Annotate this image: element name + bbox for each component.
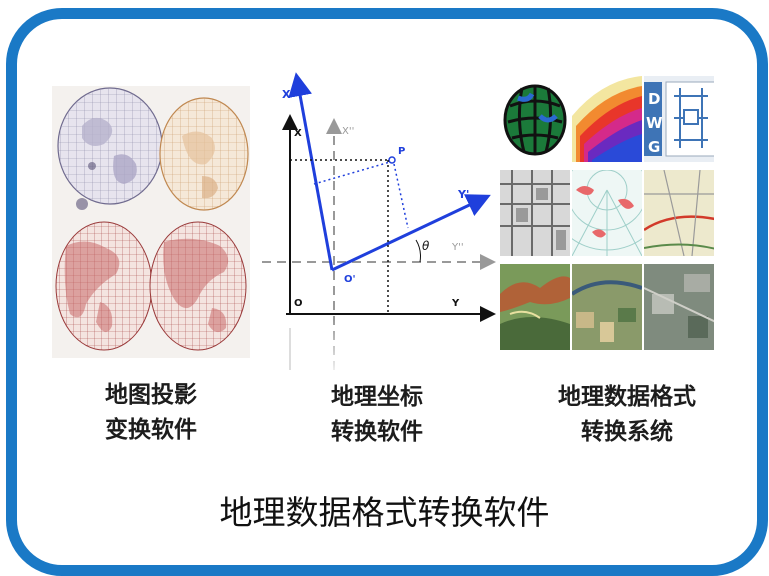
coordinate-diagram: X' X X'' P Y' θ Y'' O' O Y	[262, 70, 498, 380]
format-caption-line2: 转换系统	[581, 419, 673, 445]
dwg-file-icon: D W G	[644, 76, 714, 162]
map-projection-caption: 地图投影 变换软件	[56, 378, 246, 448]
dwg-w-letter: W	[646, 114, 663, 132]
p-label: P	[398, 146, 405, 157]
city-map-tile	[500, 170, 570, 256]
y-prime-label: Y'	[457, 188, 469, 201]
coordinate-caption-line1: 地理坐标	[331, 384, 423, 410]
map-projection-caption-line1: 地图投影	[105, 382, 197, 408]
x-label: X	[294, 128, 302, 139]
o-prime-label: O'	[344, 274, 356, 285]
satellite-tile	[644, 264, 714, 350]
data-format-mosaic: D W G	[500, 76, 720, 352]
terrain-tile	[500, 264, 570, 350]
polar-projection-tile	[572, 170, 642, 256]
road-map-tile	[644, 170, 714, 256]
aerial-fields-tile	[572, 264, 642, 350]
dwg-g-letter: G	[648, 138, 660, 156]
x-prime-label: X'	[282, 88, 294, 101]
x-double-prime-label: X''	[342, 126, 354, 137]
map-projection-image	[52, 86, 250, 358]
coordinate-caption: 地理坐标 转换软件	[282, 380, 472, 450]
y-double-prime-label: Y''	[451, 242, 464, 253]
map-projection-caption-line2: 变换软件	[105, 417, 197, 443]
theta-label: θ	[422, 239, 430, 253]
globe-icon	[500, 76, 570, 162]
dwg-d-letter: D	[648, 90, 660, 108]
format-caption: 地理数据格式 转换系统	[522, 380, 732, 450]
bottom-title: 地理数据格式转换软件	[219, 493, 550, 532]
color-ramp-icon	[572, 76, 642, 162]
o-label: O	[294, 298, 303, 309]
coordinate-caption-line2: 转换软件	[331, 419, 423, 445]
y-label: Y	[451, 298, 460, 309]
format-caption-line1: 地理数据格式	[558, 384, 696, 410]
